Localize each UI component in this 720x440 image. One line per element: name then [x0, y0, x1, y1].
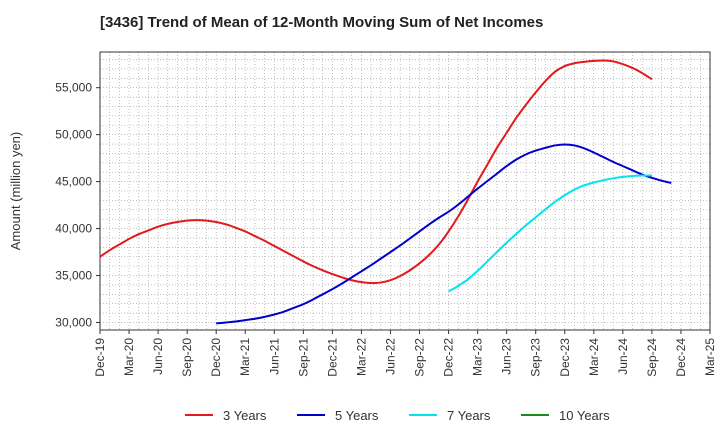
y-tick-label: 40,000 — [55, 222, 92, 236]
grid-lines — [100, 52, 710, 330]
legend-label: 5 Years — [335, 408, 379, 423]
x-tick-label: Dec-19 — [93, 338, 107, 377]
plot-area — [100, 52, 710, 330]
x-tick-label: Dec-20 — [209, 338, 223, 377]
x-tick-label: Sep-21 — [296, 338, 310, 377]
x-tick-label: Mar-24 — [587, 338, 601, 376]
x-tick-label: Jun-24 — [616, 338, 630, 375]
y-tick-label: 55,000 — [55, 81, 92, 95]
x-tick-label: Dec-22 — [442, 338, 456, 377]
x-tick-label: Dec-21 — [325, 338, 339, 377]
x-tick-label: Dec-23 — [558, 338, 572, 377]
x-tick-label: Mar-20 — [122, 338, 136, 376]
y-tick-label: 45,000 — [55, 175, 92, 189]
x-tick-label: Mar-25 — [703, 338, 717, 376]
x-tick-label: Mar-22 — [354, 338, 368, 376]
legend-label: 7 Years — [447, 408, 491, 423]
y-axis-title: Amount (million yen) — [8, 132, 23, 251]
plot-frame — [99, 51, 711, 331]
x-tick-label: Mar-21 — [238, 338, 252, 376]
y-tick-label: 30,000 — [55, 315, 92, 329]
x-tick-label: Dec-24 — [674, 338, 688, 377]
x-tick-label: Jun-22 — [383, 338, 397, 375]
x-tick-label: Mar-23 — [471, 338, 485, 376]
series-line-3-years — [99, 59, 653, 285]
x-tick-label: Sep-22 — [413, 338, 427, 377]
x-tick-label: Sep-24 — [645, 338, 659, 377]
legend-label: 3 Years — [223, 408, 267, 423]
legend: 3 Years 5 Years 7 Years 10 Years — [185, 408, 610, 423]
x-tick-label: Sep-23 — [529, 338, 543, 377]
legend-label: 10 Years — [559, 408, 610, 423]
y-tick-label: 35,000 — [55, 269, 92, 283]
x-tick-label: Sep-20 — [180, 338, 194, 377]
y-tick-label: 50,000 — [55, 128, 92, 142]
series-line-7-years — [448, 174, 652, 293]
chart-title: [3436] Trend of Mean of 12-Month Moving … — [100, 14, 544, 31]
x-tick-label: Jun-23 — [500, 338, 514, 375]
series-line-5-years — [216, 143, 672, 325]
x-tick-label: Jun-21 — [267, 338, 281, 375]
x-tick-label: Jun-20 — [151, 338, 165, 375]
